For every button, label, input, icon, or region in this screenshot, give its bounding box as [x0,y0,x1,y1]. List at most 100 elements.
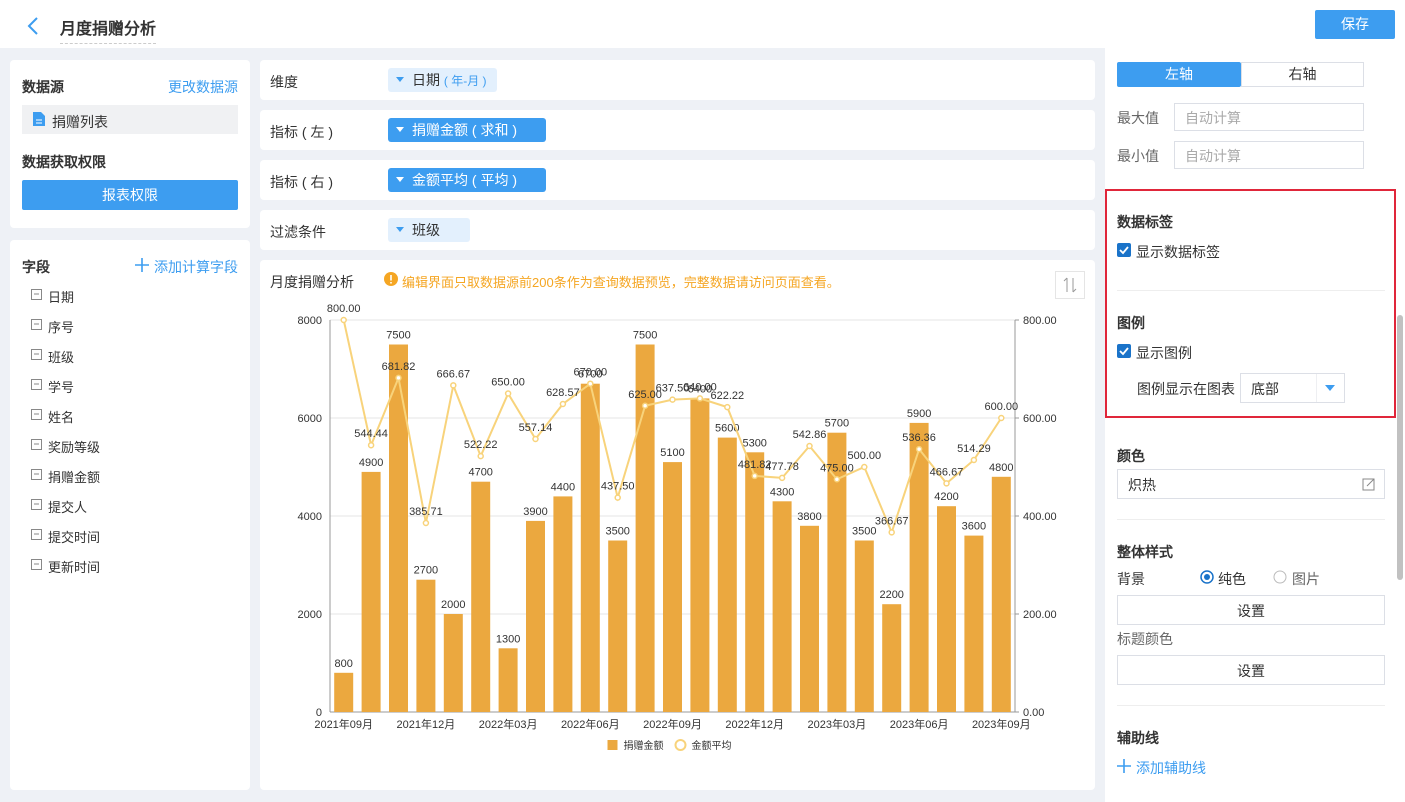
add-guide-link[interactable]: 添加辅助线 [1136,760,1206,776]
divider [1117,705,1385,706]
legend-swatch [607,740,618,750]
field-item[interactable]: 提交人 [48,500,88,515]
add-icon [1117,759,1131,773]
sort-icon [1063,277,1077,293]
x-tick-label: 2021年12月 [397,717,456,731]
bar-label: 4200 [934,491,958,503]
line-point [998,414,1005,422]
y2-tick-label: 0.00 [1023,707,1044,719]
line-point [422,519,430,527]
field-item[interactable]: 序号 [48,320,75,335]
bar [800,525,819,712]
bar [772,501,792,712]
y2-tick-label: 400.00 [1023,511,1057,523]
line-label: 650.00 [491,377,525,389]
set-button[interactable]: 设置 [1117,655,1385,685]
axis-tab[interactable]: 右轴 [1241,62,1364,87]
bar [964,535,984,712]
chip-note: ( 年-月 ) [443,74,487,88]
radio-label: 纯色 [1218,571,1246,587]
radio-label: 图片 [1292,571,1320,587]
field-item[interactable]: 捐赠金额 [48,470,101,485]
checkbox-label: 显示图例 [1136,345,1192,361]
sort-button[interactable] [1055,271,1085,299]
bar [580,383,600,712]
line-label: 475.00 [820,462,854,474]
source-item-bg[interactable] [22,105,238,134]
line-point [614,494,621,501]
chart: 0 2000 4000 6000 8000 0.00 200.00 400.00 600.00 8… [298,303,1057,752]
measure-chip[interactable]: 捐赠金额 ( 求和 ) [388,118,546,142]
bar [937,506,956,712]
field-label: 标题颜色 [1117,631,1173,647]
field-item[interactable]: 更新时间 [48,560,101,575]
line-point [641,402,649,409]
line-point [833,476,841,483]
field-item[interactable]: 提交时间 [48,530,101,545]
bar-label: 7500 [386,330,410,342]
line-point [395,374,402,382]
bar-label: 3900 [523,506,547,518]
field-item[interactable]: 班级 [48,350,75,365]
row-label: 指标 ( 右 ) [270,174,333,190]
bar [882,604,902,712]
bar [526,520,545,712]
add-icon [135,258,149,272]
line-label: 622.22 [710,390,744,402]
config-row [260,160,1095,200]
bar [443,614,463,712]
line-point [970,456,978,464]
min-input[interactable]: 自动计算 [1174,141,1364,169]
add-field-link[interactable]: 添加计算字段 [154,259,238,275]
back-button[interactable] [26,16,40,36]
line-label: 477.78 [765,461,799,473]
field-icon [31,409,42,420]
filter-chip[interactable]: 班级 [388,218,470,242]
y2-tick-label: 200.00 [1023,609,1057,621]
divider [1117,519,1385,520]
section-title: 数据源 [22,79,64,95]
field-item[interactable]: 姓名 [48,410,75,425]
x-tick-label: 2022年06月 [561,717,620,731]
bar [498,648,518,712]
bar-label: 5900 [907,408,931,420]
permission-button[interactable]: 报表权限 [22,180,238,210]
checkbox[interactable] [1117,243,1131,257]
line-label: 670.00 [573,367,607,379]
measure-chip[interactable]: 金额平均 ( 平均 ) [388,168,546,192]
checkbox[interactable] [1117,344,1131,358]
field-item[interactable]: 日期 [48,290,75,305]
color-input[interactable]: 炽热 [1117,469,1385,499]
fields-card [10,240,250,790]
bar-label: 6700 [578,369,602,381]
line-point [915,445,923,453]
x-tick-label: 2023年09月 [972,717,1031,731]
dimension-chip[interactable]: 日期 ( 年-月 ) [388,68,497,92]
scrollbar[interactable] [1397,315,1403,580]
line-label: 800.00 [327,303,361,315]
bar-label: 5700 [825,418,849,430]
line-label: 466.67 [930,466,964,478]
y2-tick-label: 600.00 [1023,413,1057,425]
change-source-link[interactable]: 更改数据源 [168,79,238,95]
axis-tab[interactable]: 左轴 [1117,62,1241,87]
field-item[interactable]: 奖励等级 [48,440,101,455]
radio[interactable] [1273,570,1287,584]
radio[interactable] [1200,570,1214,584]
save-button[interactable]: 保存 [1315,10,1395,39]
top-bar [0,0,1405,48]
set-button[interactable]: 设置 [1117,595,1385,625]
max-input[interactable]: 自动计算 [1174,103,1364,131]
bar-label: 1300 [496,633,520,645]
line-point [806,442,813,450]
field-icon [31,529,42,540]
bar [717,437,737,712]
line-point [532,435,539,443]
bar [827,432,847,712]
field-item[interactable]: 学号 [48,380,75,395]
bar-label: 6400 [688,383,712,395]
line-label: 600.00 [984,401,1018,413]
bar-label: 5600 [715,423,739,435]
report-title[interactable]: 月度捐赠分析 [60,15,157,44]
line-label: 437.50 [601,481,635,493]
